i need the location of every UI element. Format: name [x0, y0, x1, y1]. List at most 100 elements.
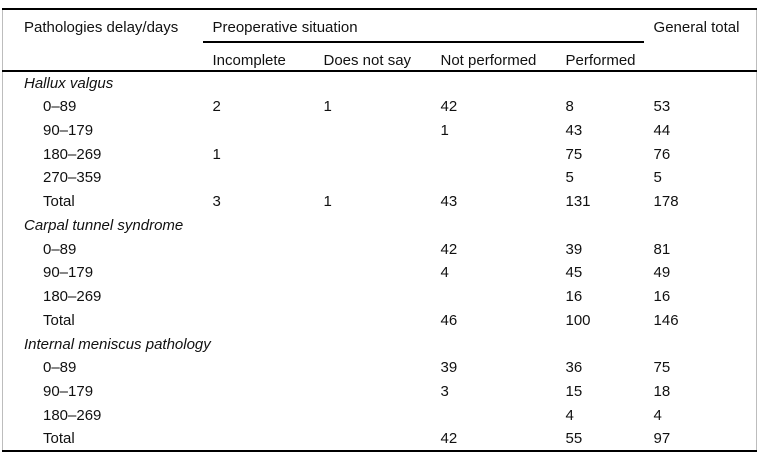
value-cell: [314, 427, 431, 451]
value-cell: 100: [565, 311, 591, 329]
row-label: Total: [43, 193, 75, 211]
value-cell: 43: [440, 193, 458, 211]
column-header-pathologies-delay-days: Pathologies delay/days: [2, 9, 203, 72]
value-cell: [203, 380, 314, 404]
value-cell: 53: [653, 98, 671, 116]
value-cell: 178: [653, 193, 679, 211]
table-row: 90–179 4 45 49: [3, 261, 757, 285]
row-label: Total: [43, 311, 75, 329]
value-cell: 36: [565, 359, 583, 377]
table-row: 0–89 2 1 42 8 53: [3, 95, 757, 119]
row-label: 0–89: [43, 240, 77, 258]
value-cell: [314, 119, 431, 143]
value-cell: [314, 380, 431, 404]
value-cell: [203, 261, 314, 285]
value-cell: [314, 309, 431, 333]
value-cell: [203, 427, 314, 451]
value-cell: 16: [653, 288, 671, 306]
value-cell: [314, 356, 431, 380]
value-cell: 131: [565, 193, 591, 211]
value-cell: 75: [565, 145, 583, 163]
value-cell: 146: [653, 311, 679, 329]
table-row: 180–269 1 75 76: [3, 142, 757, 166]
value-cell: [431, 404, 556, 428]
section-row: Carpal tunnel syndrome: [3, 214, 757, 238]
value-cell: 3: [440, 383, 449, 401]
section-name: Carpal tunnel syndrome: [24, 216, 184, 234]
value-cell: [431, 166, 556, 190]
value-cell: [203, 309, 314, 333]
value-cell: [203, 237, 314, 261]
value-cell: 16: [565, 288, 583, 306]
value-cell: 49: [653, 264, 671, 282]
value-cell: [314, 142, 431, 166]
table-row: 180–269 16 16: [3, 285, 757, 309]
value-cell: 3: [212, 193, 221, 211]
row-label: Total: [43, 430, 75, 448]
table-row: 0–89 42 39 81: [3, 237, 757, 261]
table-row: 90–179 3 15 18: [3, 380, 757, 404]
row-label: 180–269: [43, 406, 102, 424]
column-group-preoperative-situation: Preoperative situation: [202, 9, 644, 43]
row-label: 180–269: [43, 145, 102, 163]
value-cell: 15: [565, 383, 583, 401]
value-cell: [314, 404, 431, 428]
column-header-performed: Performed: [555, 42, 644, 72]
table-row: 0–89 39 36 75: [3, 356, 757, 380]
row-label: 90–179: [43, 383, 94, 401]
value-cell: 42: [440, 240, 458, 258]
table-header: Pathologies delay/days Preoperative situ…: [2, 9, 757, 72]
value-cell: 4: [440, 264, 449, 282]
value-cell: [314, 261, 431, 285]
value-cell: 1: [323, 98, 332, 116]
section-name: Hallux valgus: [24, 74, 114, 92]
column-header-general-total: General total: [643, 9, 757, 72]
row-label: 0–89: [43, 359, 77, 377]
value-cell: [431, 142, 556, 166]
column-header-not-performed: Not performed: [430, 42, 556, 72]
value-cell: 8: [565, 98, 574, 116]
value-cell: 4: [653, 406, 662, 424]
value-cell: 43: [565, 121, 583, 139]
header-row-main: Pathologies delay/days Preoperative situ…: [2, 9, 757, 72]
value-cell: 18: [653, 383, 671, 401]
value-cell: 45: [565, 264, 583, 282]
value-cell: [203, 166, 314, 190]
header-row-sub: Incomplete Does not say Not performed Pe…: [3, 42, 757, 72]
value-cell: [314, 166, 431, 190]
value-cell: 39: [565, 240, 583, 258]
section-row: Internal meniscus pathology: [3, 332, 757, 356]
table-row: Total 3 1 43 131 178: [3, 190, 757, 214]
value-cell: 42: [440, 430, 458, 448]
value-cell: 5: [653, 169, 662, 187]
table-row: 180–269 4 4: [3, 404, 757, 428]
pathologies-preoperative-table: Pathologies delay/days Preoperative situ…: [2, 8, 758, 452]
row-label: 180–269: [43, 288, 102, 306]
column-header-incomplete: Incomplete: [202, 42, 314, 72]
value-cell: 46: [440, 311, 458, 329]
table-row: Total 46 100 146: [3, 309, 757, 333]
value-cell: [314, 237, 431, 261]
value-cell: 75: [653, 359, 671, 377]
table-row: 90–179 1 43 44: [3, 119, 757, 143]
value-cell: [203, 285, 314, 309]
row-label: 90–179: [43, 264, 94, 282]
section-name: Internal meniscus pathology: [24, 335, 211, 353]
table-row: 270–359 5 5: [3, 166, 757, 190]
value-cell: 81: [653, 240, 671, 258]
value-cell: 44: [653, 121, 671, 139]
value-cell: [314, 285, 431, 309]
table-body: Hallux valgus 0–89 2 1 42 8 53 90–179 1 43 44 180–2…: [3, 71, 757, 451]
value-cell: 1: [212, 145, 221, 163]
row-label: 0–89: [43, 98, 77, 116]
column-header-does-not-say: Does not say: [313, 42, 431, 72]
value-cell: 55: [565, 430, 583, 448]
value-cell: 5: [565, 169, 574, 187]
row-label: 90–179: [43, 121, 94, 139]
value-cell: 42: [440, 98, 458, 116]
value-cell: 39: [440, 359, 458, 377]
value-cell: 2: [212, 98, 221, 116]
value-cell: [203, 119, 314, 143]
value-cell: 76: [653, 145, 671, 163]
